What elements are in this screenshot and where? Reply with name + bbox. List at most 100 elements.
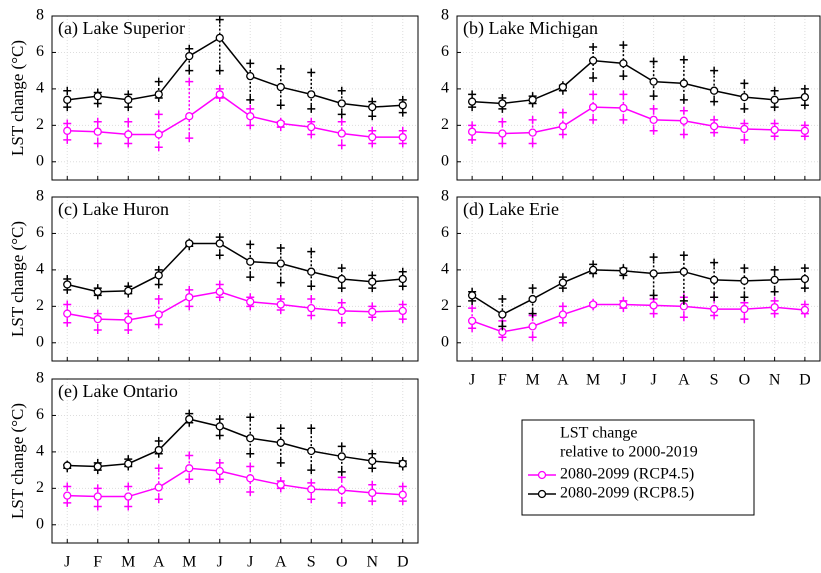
- data-point: [467, 127, 477, 136]
- range-marker: [215, 66, 224, 75]
- range-marker: [307, 247, 316, 256]
- data-point: [93, 92, 102, 101]
- range-marker: [93, 502, 102, 511]
- y-tick-label: 6: [36, 406, 44, 423]
- data-point: [337, 99, 346, 108]
- data-point: [770, 95, 779, 104]
- x-tick-label: M: [182, 554, 196, 571]
- range-marker: [63, 318, 72, 327]
- range-marker: [246, 449, 255, 458]
- y-tick-label: 8: [36, 370, 44, 387]
- data-point: [619, 59, 628, 68]
- y-tick-label: 2: [441, 297, 449, 314]
- data-point: [368, 488, 377, 498]
- range-marker: [276, 244, 285, 253]
- range-marker: [649, 291, 658, 300]
- series-line: [471, 303, 805, 333]
- range-marker: [398, 315, 407, 324]
- data-point: [398, 101, 407, 110]
- range-marker: [307, 282, 316, 291]
- range-marker: [589, 115, 598, 124]
- data-point: [93, 314, 102, 324]
- series-line: [67, 36, 403, 108]
- range-marker: [93, 326, 102, 335]
- y-tick-label: 6: [36, 224, 44, 241]
- range-marker: [63, 498, 72, 507]
- data-point: [649, 77, 658, 86]
- data-point: [368, 307, 377, 316]
- x-tick-label: F: [93, 554, 102, 571]
- data-point: [558, 310, 568, 319]
- data-point: [63, 126, 72, 135]
- data-point: [800, 92, 810, 102]
- range-marker: [307, 295, 316, 304]
- range-marker: [498, 117, 507, 126]
- x-tick-label: O: [739, 372, 751, 389]
- y-tick-label: 8: [36, 7, 44, 24]
- range-marker: [93, 484, 102, 493]
- range-marker: [63, 135, 72, 144]
- series-line: [67, 93, 403, 138]
- data-point: [709, 86, 719, 95]
- range-marker: [246, 59, 255, 68]
- range-marker: [246, 413, 255, 422]
- range-marker: [740, 264, 749, 273]
- data-point: [740, 304, 749, 314]
- data-point: [93, 462, 102, 471]
- y-tick-label: 6: [441, 43, 449, 60]
- data-point: [467, 316, 477, 326]
- legend-title: LST change: [560, 425, 637, 442]
- data-point: [588, 265, 598, 275]
- data-point: [124, 459, 133, 468]
- range-marker: [679, 296, 688, 305]
- range-marker: [619, 115, 628, 124]
- data-point: [528, 294, 537, 304]
- y-tick-label: 8: [441, 7, 449, 24]
- data-point: [93, 492, 102, 501]
- range-marker: [215, 431, 224, 440]
- range-marker: [307, 495, 316, 504]
- range-marker: [124, 139, 133, 148]
- data-point: [63, 280, 72, 289]
- range-marker: [185, 451, 194, 460]
- panel-title: (e) Lake Ontario: [58, 381, 178, 402]
- range-marker: [710, 258, 719, 267]
- data-point: [215, 33, 224, 43]
- range-marker: [368, 112, 377, 121]
- range-marker: [337, 117, 346, 126]
- legend-marker: [537, 489, 547, 499]
- data-point: [368, 456, 377, 466]
- legend-marker: [537, 470, 547, 480]
- range-marker: [185, 285, 194, 294]
- range-marker: [185, 66, 194, 75]
- data-point: [368, 133, 377, 142]
- range-marker: [276, 101, 285, 110]
- range-marker: [246, 487, 255, 496]
- x-tick-label: J: [247, 554, 253, 571]
- y-tick-label: 4: [36, 443, 44, 460]
- data-point: [800, 126, 810, 135]
- range-marker: [770, 86, 779, 95]
- range-marker: [368, 480, 377, 489]
- data-point: [649, 301, 658, 310]
- data-point: [93, 287, 102, 296]
- range-marker: [124, 502, 133, 511]
- y-axis-label: LST change (°C): [8, 40, 27, 156]
- range-marker: [124, 482, 133, 491]
- y-tick-label: 0: [441, 152, 449, 169]
- range-marker: [528, 333, 537, 342]
- range-marker: [215, 458, 224, 467]
- range-marker: [276, 64, 285, 73]
- y-tick-label: 0: [441, 333, 449, 350]
- data-point: [276, 259, 285, 268]
- x-tick-label: O: [336, 554, 348, 571]
- data-point: [215, 90, 224, 99]
- y-tick-label: 4: [36, 80, 44, 97]
- data-point: [467, 97, 477, 106]
- data-point: [337, 274, 346, 284]
- x-tick-label: A: [557, 372, 569, 389]
- range-marker: [215, 415, 224, 424]
- range-marker: [619, 72, 628, 81]
- plot-frame: [51, 378, 419, 544]
- range-marker: [154, 110, 163, 119]
